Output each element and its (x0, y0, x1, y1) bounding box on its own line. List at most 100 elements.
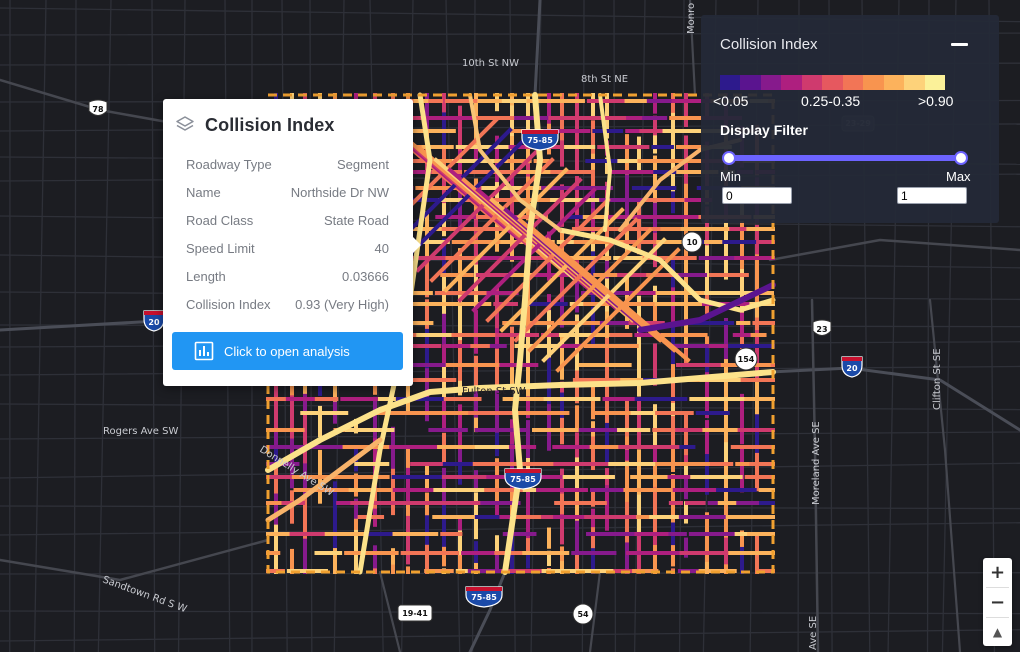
feature-popup: Collision Index Roadway Type Segment Nam… (163, 99, 421, 386)
minimize-icon[interactable] (950, 36, 970, 52)
corridor-dekalb-ave (637, 282, 776, 333)
ramp-swatch (904, 75, 925, 90)
interstate-shield-icon: 75-85 (504, 468, 542, 490)
ramp-swatch (863, 75, 884, 90)
slider-max-handle[interactable] (954, 151, 968, 165)
highway-i75-north (533, 0, 542, 97)
attribute-value: Segment (336, 157, 389, 172)
road-label-fulton-st: Fulton St SW (462, 386, 526, 397)
interstate-shield-icon: 20 (841, 356, 863, 378)
road-label-10th-st: 10th St NW (462, 58, 519, 69)
corridor-freedom-pkwy (557, 227, 776, 313)
popup-row-road-class: Road Class State Road (186, 213, 389, 241)
zoom-in-button[interactable]: + (989, 562, 1006, 583)
ramp-label-low: <0.05 (713, 93, 749, 109)
divider (986, 617, 1009, 618)
arterial-road (810, 298, 820, 652)
attribute-value: 0.03666 (342, 269, 389, 284)
ramp-swatch (822, 75, 843, 90)
zoom-out-button[interactable]: − (989, 592, 1006, 613)
road-label-moreland-ave-south: Ave SE (808, 616, 819, 650)
state-route-shield-icon: 10 (681, 231, 703, 253)
highway-i75-south (468, 570, 507, 652)
ramp-label-high: >0.90 (918, 93, 954, 109)
collision-segment (457, 177, 583, 303)
arterial-road (588, 570, 602, 652)
highway-i20-east (768, 366, 1020, 432)
us-route-shield-icon: 23 (812, 319, 832, 336)
ramp-swatch (720, 75, 741, 90)
ramp-label-mid: 0.25-0.35 (801, 93, 861, 109)
ramp-swatch (924, 75, 945, 90)
road-label-rogers-ave: Rogers Ave SW (103, 426, 178, 437)
svg-text:154: 154 (738, 355, 755, 364)
base-street (97, 0, 112, 652)
max-value-input[interactable]: 1 (897, 187, 967, 204)
svg-text:20: 20 (148, 318, 160, 327)
arterial-road (0, 538, 270, 582)
svg-text:10: 10 (686, 238, 698, 247)
attribute-value: 0.93 (Very High) (295, 297, 389, 312)
attribute-label: Road Class (186, 213, 254, 228)
collision-segment (415, 147, 541, 273)
layers-icon (176, 116, 194, 131)
open-analysis-label: Click to open analysis (224, 343, 350, 359)
min-label: Min (720, 169, 741, 184)
popup-row-speed-limit: Speed Limit 40 (186, 241, 389, 269)
base-street (0, 629, 1020, 642)
arterial-road (688, 0, 697, 97)
collision-segment (541, 237, 667, 363)
legend-panel: Collision Index <0.05 0.25-0.35 >0.90 Di… (701, 15, 999, 223)
min-value-input[interactable]: 0 (722, 187, 792, 204)
attribute-label: Length (186, 269, 226, 284)
popup-attributes: Roadway Type Segment Name Northside Dr N… (186, 157, 389, 325)
svg-text:23: 23 (816, 325, 827, 334)
svg-text:20: 20 (846, 364, 858, 373)
slider-min-handle[interactable] (722, 151, 736, 165)
bar-chart-icon (194, 341, 214, 361)
svg-text:78: 78 (92, 105, 104, 114)
arterial-road (928, 298, 962, 652)
corridor-downtown-connector (502, 92, 543, 575)
road-label-monroe: Monro (686, 3, 697, 34)
ramp-swatch (781, 75, 802, 90)
base-street (0, 403, 1020, 411)
corridor-spring-st (468, 93, 562, 232)
popup-row-collision-index: Collision Index 0.93 (Very High) (186, 297, 389, 325)
state-route-shield-icon: 54 (572, 603, 594, 625)
state-route-shield-icon: 154 (734, 347, 758, 371)
road-label-clifton-st: Clifton St SE (932, 348, 943, 410)
attribute-label: Roadway Type (186, 157, 272, 172)
svg-text:75-85: 75-85 (510, 475, 536, 484)
collision-segment (485, 197, 611, 323)
arterial-road (768, 238, 1020, 262)
svg-text:75-85: 75-85 (527, 136, 553, 145)
zoom-controls: + − ▲ (983, 558, 1012, 646)
road-label-moreland-ave: Moreland Ave SE (811, 421, 822, 505)
popup-row-length: Length 0.03666 (186, 269, 389, 297)
collision-segment (555, 247, 681, 373)
attribute-label: Name (186, 185, 221, 200)
collision-segment (545, 237, 691, 363)
ramp-swatch (883, 75, 905, 90)
interstate-shield-icon: 75-85 (465, 586, 503, 608)
popup-title: Collision Index (205, 114, 335, 135)
interstate-shield-icon: 20 (143, 310, 165, 332)
compass-icon[interactable]: ▲ (992, 624, 1003, 639)
svg-text:19-41: 19-41 (402, 609, 428, 618)
divider (986, 587, 1009, 588)
ramp-swatch (842, 75, 864, 90)
base-street (0, 610, 1020, 615)
max-label: Max (946, 169, 971, 184)
attribute-value: State Road (323, 213, 389, 228)
collision-segment (429, 157, 555, 283)
svg-text:54: 54 (577, 610, 589, 619)
range-slider[interactable] (722, 151, 968, 165)
us-route-shield-icon: 19-41 (397, 604, 433, 622)
attribute-value: Northside Dr NW (290, 185, 389, 200)
open-analysis-button[interactable]: Click to open analysis (172, 332, 403, 370)
legend-title: Collision Index (720, 36, 818, 53)
popup-row-name: Name Northside Dr NW (186, 185, 389, 213)
arterial-road (378, 570, 402, 652)
